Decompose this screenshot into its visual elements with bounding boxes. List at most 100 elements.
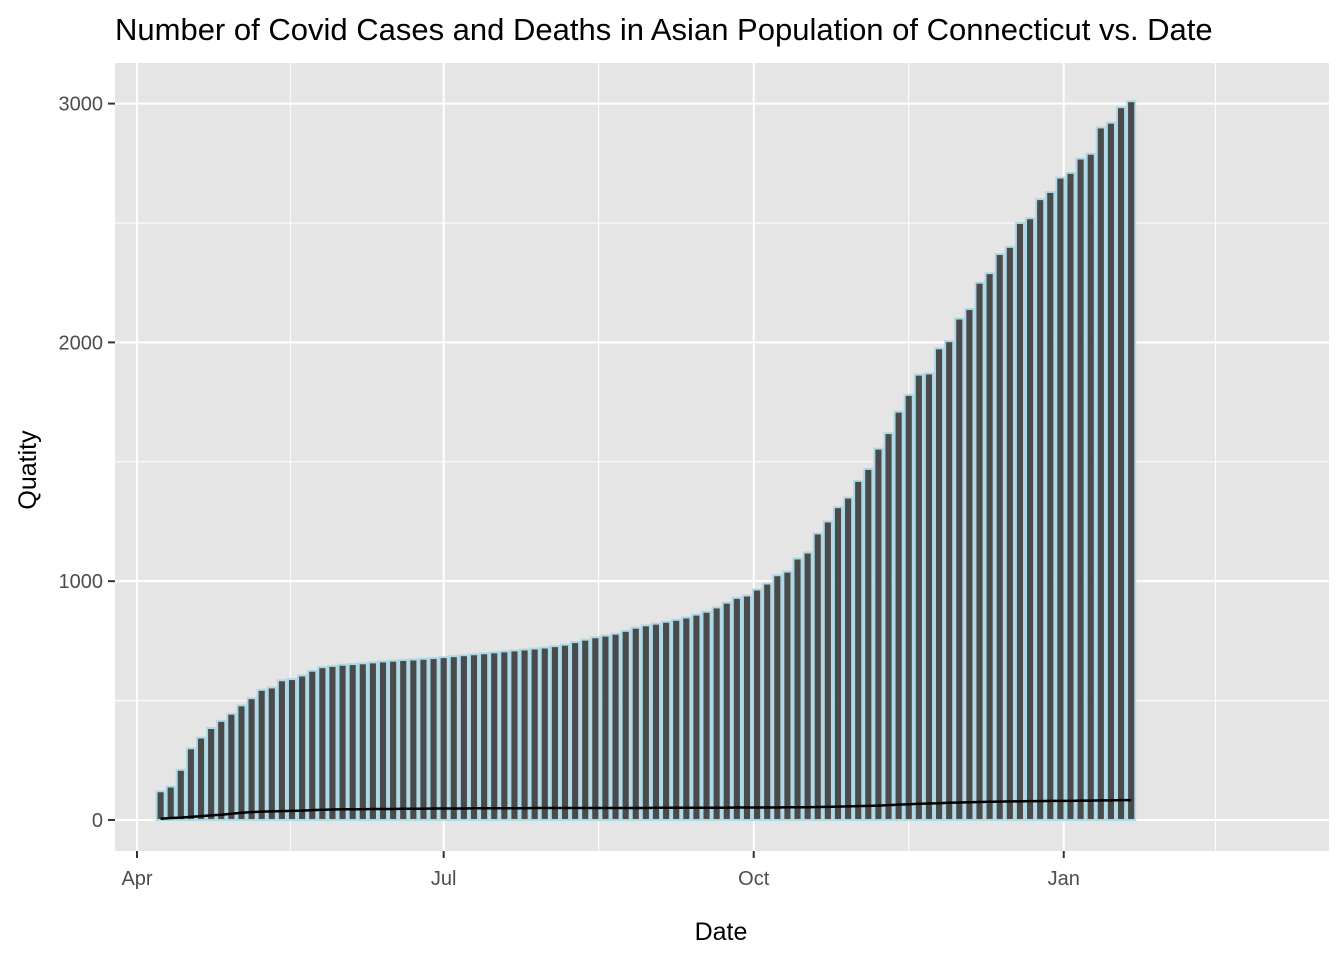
case-bar bbox=[337, 663, 348, 821]
case-bar bbox=[256, 688, 267, 821]
y-axis-title: Quatity bbox=[14, 430, 42, 510]
case-bar bbox=[580, 638, 591, 821]
case-bar bbox=[1095, 126, 1106, 821]
case-bar bbox=[661, 620, 672, 821]
case-bar bbox=[711, 606, 722, 821]
case-bar bbox=[185, 747, 196, 821]
y-tick-label: 1000 bbox=[59, 571, 104, 593]
case-bar bbox=[1115, 106, 1127, 821]
case-bar bbox=[762, 582, 773, 821]
case-bar bbox=[741, 594, 753, 821]
case-bar bbox=[1055, 176, 1066, 821]
case-bar bbox=[721, 601, 732, 821]
case-bar bbox=[590, 636, 601, 821]
case-bar bbox=[974, 281, 985, 821]
case-bar bbox=[246, 697, 257, 821]
case-bar bbox=[964, 307, 975, 821]
case-bar bbox=[1065, 171, 1076, 821]
case-bar bbox=[216, 719, 227, 821]
case-bar bbox=[458, 654, 469, 821]
x-tick-label: Jan bbox=[1048, 868, 1080, 890]
case-bar bbox=[509, 649, 520, 821]
case-bar bbox=[1105, 121, 1116, 821]
case-bar bbox=[286, 678, 298, 821]
case-bar bbox=[1014, 221, 1026, 821]
case-bar bbox=[165, 785, 176, 821]
case-bar bbox=[428, 657, 439, 821]
case-bar bbox=[843, 496, 854, 821]
case-bar bbox=[994, 253, 1005, 821]
case-bar bbox=[873, 447, 884, 821]
case-bar bbox=[529, 647, 540, 821]
y-tick-label: 0 bbox=[92, 810, 103, 832]
x-axis: Apr Jul Oct Jan bbox=[121, 851, 1080, 890]
case-bar bbox=[671, 618, 682, 821]
case-bar bbox=[1004, 245, 1015, 821]
case-bar bbox=[600, 634, 611, 821]
y-tick-label: 2000 bbox=[59, 332, 104, 354]
deaths-line bbox=[160, 798, 1132, 821]
case-bar bbox=[691, 613, 702, 821]
case-bar bbox=[519, 648, 530, 821]
case-bar bbox=[934, 347, 945, 821]
case-bar bbox=[620, 629, 631, 821]
case-bar bbox=[772, 574, 783, 821]
case-bar bbox=[276, 679, 287, 821]
case-bar bbox=[377, 660, 389, 821]
case-bar bbox=[418, 657, 429, 821]
case-bar bbox=[731, 596, 742, 821]
case-bar bbox=[1075, 157, 1086, 821]
case-bar bbox=[489, 651, 500, 821]
case-bar bbox=[1025, 217, 1036, 821]
case-bar bbox=[610, 632, 621, 821]
case-bar bbox=[479, 652, 490, 821]
case-bar bbox=[913, 373, 924, 821]
case-bar bbox=[367, 661, 378, 821]
case-bar bbox=[448, 655, 459, 821]
case-bar bbox=[863, 467, 874, 821]
case-bar bbox=[438, 656, 449, 821]
case-bar bbox=[1126, 100, 1137, 821]
case-bar bbox=[944, 340, 955, 821]
case-bar bbox=[357, 662, 368, 821]
case-bar bbox=[499, 650, 510, 821]
case-bar bbox=[236, 704, 247, 821]
case-bar bbox=[752, 588, 763, 821]
case-bar bbox=[206, 727, 217, 821]
case-bar bbox=[408, 658, 419, 821]
case-bar bbox=[1085, 152, 1096, 821]
case-bar bbox=[175, 768, 186, 821]
case-bar bbox=[782, 570, 793, 821]
case-bar bbox=[923, 372, 935, 821]
case-bar bbox=[539, 646, 550, 821]
case-bar bbox=[650, 622, 662, 821]
case-bar bbox=[307, 669, 318, 821]
chart-title: Number of Covid Cases and Deaths in Asia… bbox=[115, 12, 1213, 47]
case-bar bbox=[155, 790, 166, 821]
case-bar bbox=[347, 663, 358, 821]
case-bar bbox=[832, 506, 844, 821]
case-bar bbox=[549, 645, 560, 821]
case-bar bbox=[984, 272, 995, 821]
case-bar bbox=[701, 610, 712, 821]
case-bar bbox=[388, 659, 399, 821]
case-bar bbox=[954, 317, 965, 821]
case-bars bbox=[155, 100, 1137, 821]
x-tick-label: Apr bbox=[121, 868, 152, 890]
case-bar bbox=[681, 616, 692, 821]
case-bar bbox=[640, 624, 651, 821]
case-bar bbox=[266, 686, 277, 821]
case-bar bbox=[468, 653, 480, 821]
case-bar bbox=[853, 479, 864, 821]
case-bar bbox=[630, 626, 641, 821]
case-bar bbox=[398, 658, 409, 821]
x-tick-label: Oct bbox=[738, 868, 770, 890]
case-bar bbox=[226, 712, 237, 821]
y-tick-label: 3000 bbox=[59, 94, 104, 116]
case-bar bbox=[802, 551, 813, 821]
case-bar bbox=[883, 432, 894, 821]
x-tick-label: Jul bbox=[431, 868, 457, 890]
case-bar bbox=[1045, 190, 1056, 821]
case-bar bbox=[570, 641, 581, 821]
